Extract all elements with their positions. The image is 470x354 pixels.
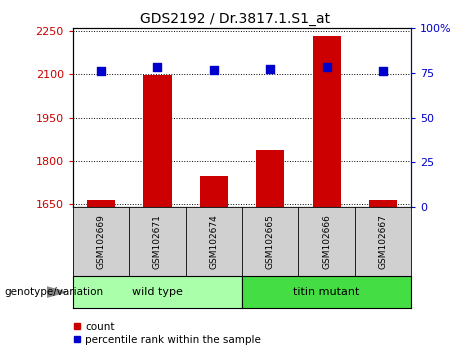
Text: GSM102674: GSM102674 — [209, 214, 219, 269]
Bar — [143, 75, 172, 207]
Text: genotype/variation: genotype/variation — [5, 287, 104, 297]
Bar — [313, 36, 341, 207]
Bar — [369, 200, 397, 207]
Point — [210, 68, 218, 73]
Point — [323, 64, 330, 70]
Text: wild type: wild type — [132, 287, 183, 297]
Text: titin mutant: titin mutant — [293, 287, 360, 297]
Text: GSM102669: GSM102669 — [96, 214, 106, 269]
Bar — [200, 176, 228, 207]
Text: GSM102667: GSM102667 — [378, 214, 388, 269]
Point — [379, 68, 387, 74]
Text: GSM102666: GSM102666 — [322, 214, 331, 269]
Text: GSM102671: GSM102671 — [153, 214, 162, 269]
Text: GDS2192 / Dr.3817.1.S1_at: GDS2192 / Dr.3817.1.S1_at — [140, 12, 330, 27]
Bar — [256, 150, 284, 207]
Point — [97, 68, 105, 74]
Text: GSM102665: GSM102665 — [266, 214, 275, 269]
Point — [266, 67, 274, 72]
Legend: count, percentile rank within the sample: count, percentile rank within the sample — [69, 317, 266, 349]
Bar — [87, 200, 115, 207]
Polygon shape — [47, 287, 66, 297]
Point — [154, 64, 161, 70]
